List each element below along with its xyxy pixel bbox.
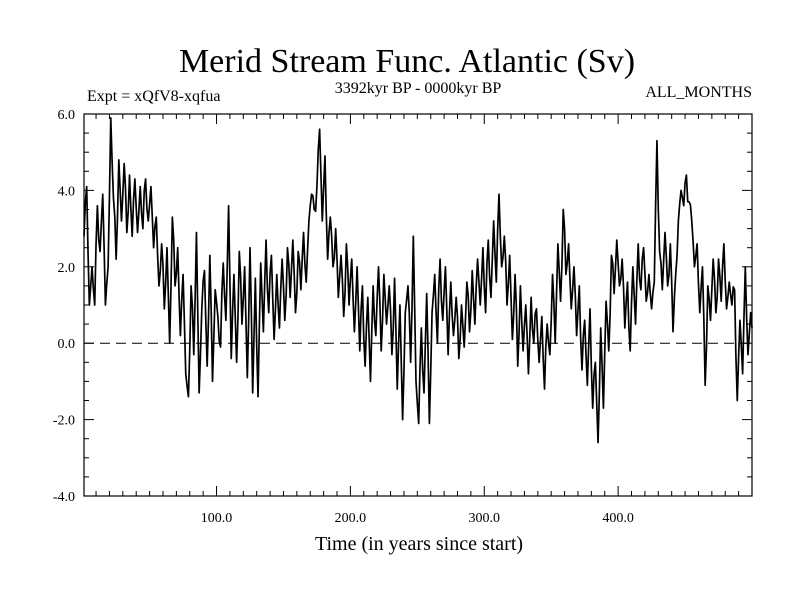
x-tick-label: 100.0 (201, 511, 233, 526)
plot-area (83, 116, 753, 444)
y-axis: -4.0 -2.0 0.0 2.0 4.0 6.0 (53, 108, 752, 505)
y-tick-label: -2.0 (53, 414, 75, 429)
y-tick-label: -4.0 (53, 490, 75, 505)
y-tick-label: 2.0 (58, 261, 76, 276)
x-tick-label: 200.0 (335, 511, 367, 526)
y-tick-label: 0.0 (58, 337, 76, 352)
chart-title: Merid Stream Func. Atlantic (Sv) (179, 43, 635, 80)
y-tick-label: 4.0 (58, 184, 76, 199)
experiment-label: Expt = xQfV8-xqfua (87, 88, 220, 105)
x-tick-label: 400.0 (602, 511, 634, 526)
months-label: ALL_MONTHS (645, 84, 752, 101)
y-tick-label: 6.0 (58, 108, 76, 123)
x-axis-title: Time (in years since start) (315, 533, 523, 555)
x-tick-label: 300.0 (469, 511, 501, 526)
x-axis: 100.0 200.0 300.0 400.0 (95, 114, 740, 526)
series-line-0 (83, 116, 753, 444)
period-label: 3392kyr BP - 0000kyr BP (335, 80, 502, 97)
